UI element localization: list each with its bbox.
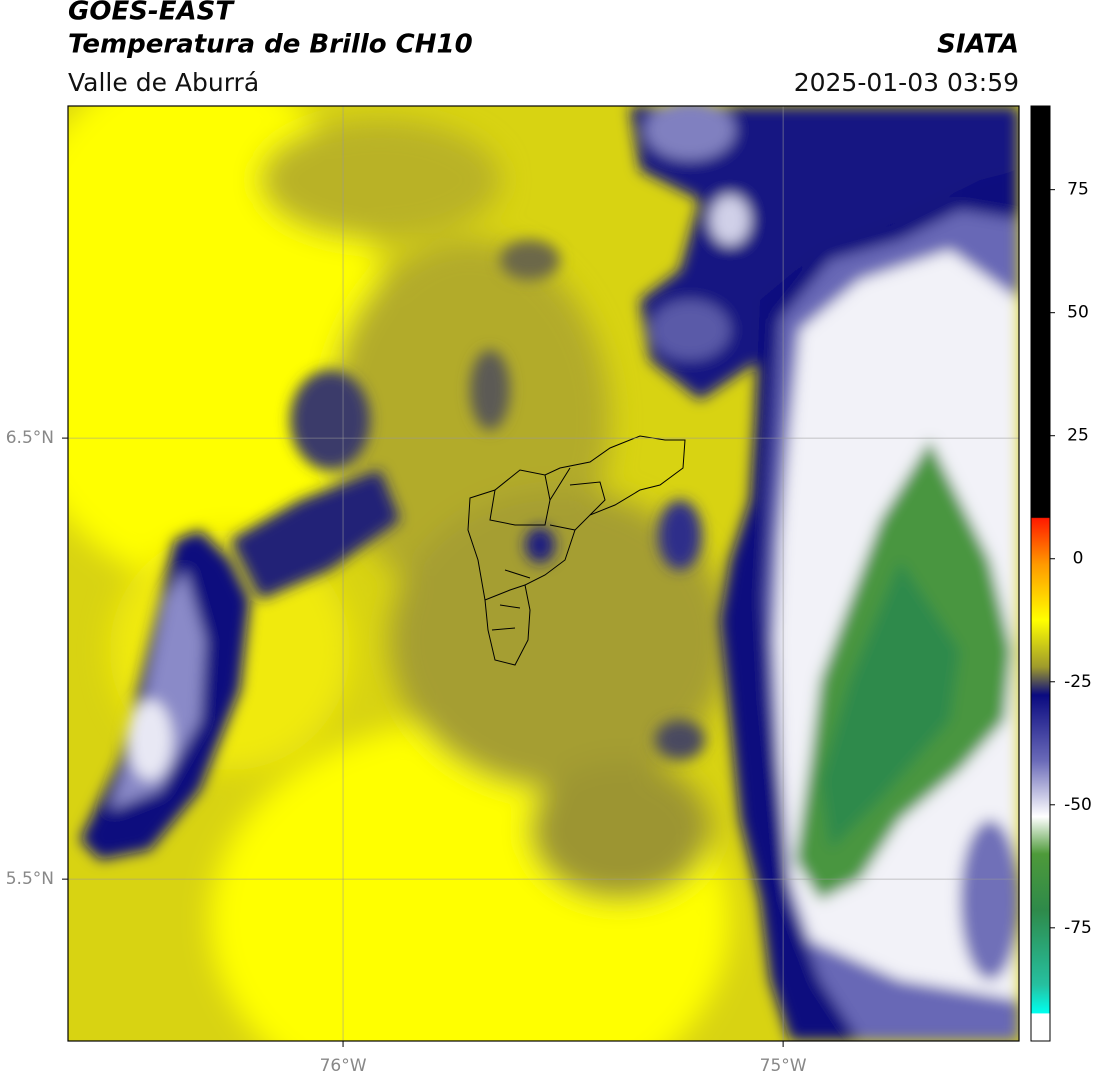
colorbar-tick-label: 25 (1067, 426, 1089, 446)
x-tick-label: 76°W (320, 1056, 367, 1076)
source: SIATA (937, 30, 1019, 60)
subtitle: Temperatura de Brillo CH10 (68, 30, 473, 60)
map-grid (68, 106, 1019, 1041)
colorbar (1030, 105, 1051, 1042)
map-frame (67, 105, 1020, 1042)
colorbar-tick-label: 0 (1073, 549, 1084, 569)
region-outline (467, 435, 686, 666)
y-tick-label: 5.5°N (6, 869, 54, 889)
colorbar-tick-label: 75 (1067, 180, 1089, 200)
satellite-image (68, 106, 1019, 1041)
colorbar-tick-label: -50 (1064, 795, 1092, 815)
y-tick-label: 6.5°N (6, 428, 54, 448)
title: GOES-EAST (68, 0, 235, 27)
colorbar-tick-label: 50 (1067, 303, 1089, 323)
region: Valle de Aburrá (68, 68, 259, 97)
colorbar-tick-label: -75 (1064, 918, 1092, 938)
colorbar-tick-label: -25 (1064, 672, 1092, 692)
datetime: 2025-01-03 03:59 (794, 68, 1019, 97)
x-tick-label: 75°W (760, 1056, 807, 1076)
